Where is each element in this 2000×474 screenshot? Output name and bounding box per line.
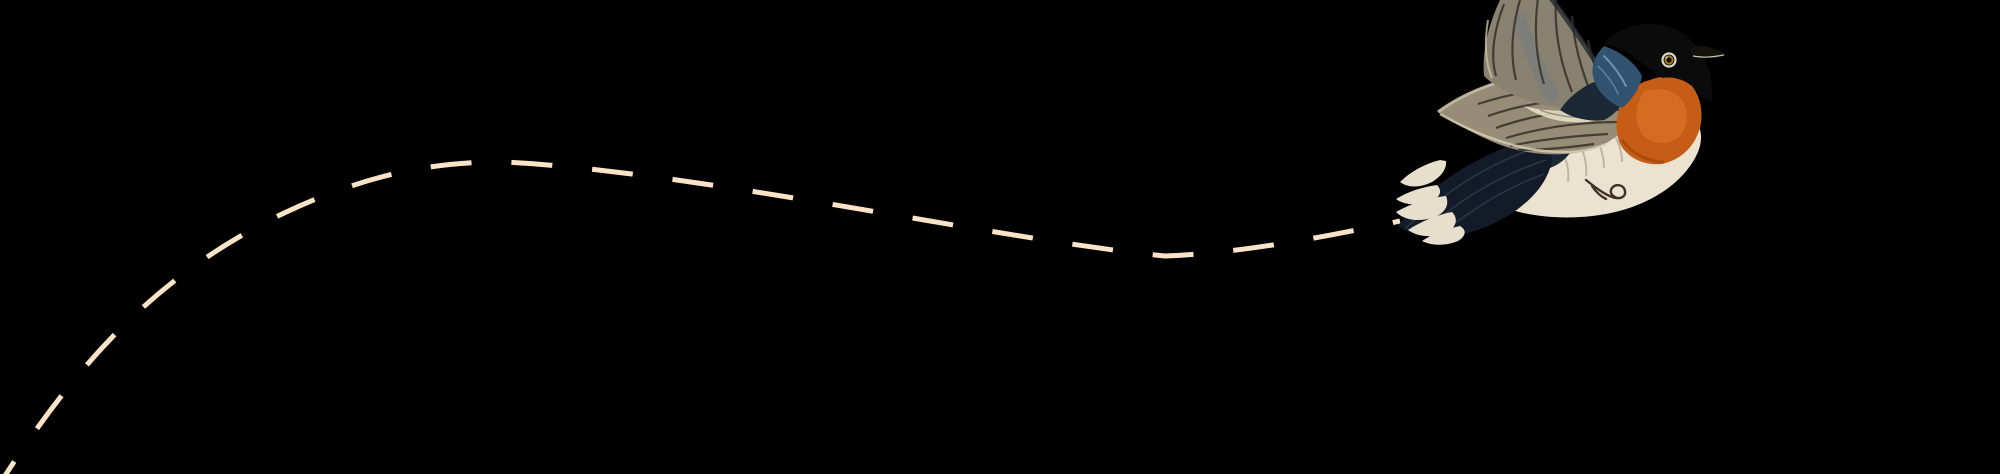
dashed-flight-path: [3, 159, 1401, 474]
bird-tail-cream-tips: [1396, 160, 1465, 245]
bird-raised-wing: [1483, 0, 1617, 109]
bird-nape: [1592, 46, 1642, 108]
bird-beak: [1690, 45, 1726, 57]
bird-eye-pupil: [1666, 57, 1672, 63]
bird-eye-glint: [1665, 56, 1668, 59]
bird-beak-gape-line: [1692, 54, 1725, 58]
bird-throat-highlight: [1636, 89, 1687, 143]
bird-nape-sheen: [1597, 55, 1627, 95]
bird-foot: [1584, 178, 1627, 201]
bird-head: [1604, 23, 1713, 102]
bird-eye: [1661, 52, 1677, 68]
swallow-illustration: [1396, 0, 1726, 245]
bird-eye-ring: [1661, 52, 1677, 68]
bird-throat-shadow: [1620, 139, 1665, 164]
bird-raised-wing-blue-tint: [1513, 13, 1559, 102]
bird-far-wing-trailing-edge: [1439, 112, 1607, 154]
bird-raised-wing-light-tip: [1484, 19, 1493, 79]
